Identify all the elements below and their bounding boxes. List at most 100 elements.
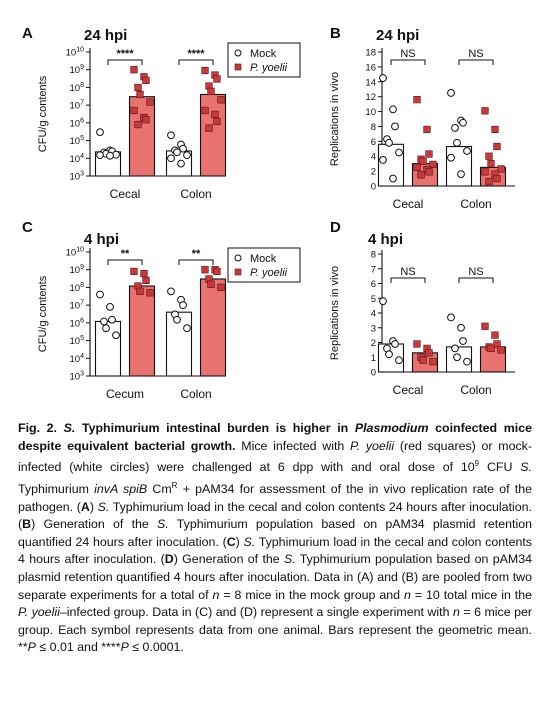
data-point <box>457 170 465 178</box>
data-point <box>106 302 114 311</box>
y-tick-label: 1010 <box>66 247 84 259</box>
caption-fig-label: Fig. 2. <box>18 421 57 435</box>
data-point <box>108 315 116 324</box>
data-point <box>425 349 433 357</box>
x-category-label: Colon <box>180 387 211 401</box>
data-point <box>130 106 138 115</box>
y-tick-label: 8 <box>371 250 376 261</box>
data-point <box>134 120 142 129</box>
data-point <box>453 353 461 362</box>
x-category-label: Colon <box>460 197 491 211</box>
data-point <box>451 344 459 353</box>
significance-bracket <box>178 259 214 265</box>
y-tick-label: 6 <box>371 137 376 148</box>
data-point <box>395 148 403 157</box>
data-point <box>447 313 455 322</box>
y-tick-label: 4 <box>371 309 376 320</box>
data-point <box>205 124 213 132</box>
data-point <box>389 105 397 114</box>
y-tick-label: 4 <box>371 152 376 163</box>
figure-caption: Fig. 2. S. Typhimurium intestinal burden… <box>18 420 532 657</box>
y-tick-label: 14 <box>365 77 376 88</box>
y-tick-label: 1 <box>371 353 376 364</box>
x-category-label: Colon <box>180 187 211 201</box>
data-point <box>112 331 120 340</box>
bar <box>128 285 156 377</box>
data-point <box>429 160 437 169</box>
significance-bracket <box>107 59 143 65</box>
data-point <box>130 66 138 74</box>
data-point <box>213 117 221 126</box>
panel-letter: B <box>330 25 341 42</box>
legend-label-pyoelii: P. yoelii <box>250 62 288 74</box>
data-point <box>130 267 138 276</box>
data-point <box>167 154 175 163</box>
data-point <box>447 89 455 97</box>
significance-bracket <box>178 59 214 65</box>
panel-letter: D <box>330 219 341 236</box>
data-point <box>493 340 501 348</box>
data-point <box>179 301 187 310</box>
y-tick-label: 2 <box>371 167 376 178</box>
data-point <box>459 337 467 345</box>
data-point <box>379 74 387 82</box>
legend-marker-mock <box>234 49 242 57</box>
significance-bracket <box>390 277 426 283</box>
y-tick-label: 0 <box>371 368 376 379</box>
data-point <box>497 165 505 173</box>
data-point <box>217 283 225 292</box>
y-tick-label: 108 <box>70 282 85 294</box>
data-point <box>183 324 191 333</box>
significance-bracket <box>458 59 494 65</box>
data-point <box>395 356 403 365</box>
significance-label: **** <box>187 48 205 60</box>
data-point <box>457 323 465 332</box>
legend-marker-pyoelii <box>234 63 242 71</box>
panel-b: B 24 hpi Replications in vivo 0 2 4 6 8 10 12 14 16… <box>329 25 515 211</box>
panel-title: 24 hpi <box>84 27 127 44</box>
significance-bracket <box>458 277 494 283</box>
data-point <box>429 358 437 366</box>
data-point <box>177 159 185 168</box>
y-tick-label: 106 <box>70 117 85 129</box>
panel-a: A 24 hpi CFU/g contents 103 104 105 106 107 108 1… <box>22 25 301 201</box>
panel-title: 24 hpi <box>376 27 419 44</box>
data-point <box>379 156 387 164</box>
data-point <box>207 280 215 288</box>
bar <box>199 93 227 177</box>
significance-label: **** <box>116 48 134 60</box>
data-point <box>487 344 495 353</box>
data-point <box>485 152 493 160</box>
data-point <box>379 297 387 306</box>
data-point <box>100 317 108 326</box>
legend-box <box>227 247 301 283</box>
legend-marker-pyoelii <box>234 268 242 276</box>
panel-title: 4 hpi <box>84 231 119 248</box>
legend-label-mock: Mock <box>250 253 277 265</box>
legend-label-mock: Mock <box>250 48 277 60</box>
data-point <box>173 148 181 157</box>
data-point <box>142 76 150 84</box>
legend-label-pyoelii: P. yoelii <box>250 267 288 279</box>
data-point <box>493 174 501 183</box>
x-category-label: Cecal <box>393 383 424 397</box>
y-tick-label: 8 <box>371 122 376 133</box>
data-point <box>96 151 104 160</box>
panel-letter: A <box>22 25 33 42</box>
data-point <box>134 83 142 92</box>
significance-label: NS <box>468 266 483 278</box>
data-point <box>179 144 187 153</box>
x-category-label: Colon <box>460 383 491 397</box>
y-tick-label: 105 <box>70 135 85 147</box>
data-point <box>213 267 221 276</box>
data-point <box>201 66 209 75</box>
y-axis-label: CFU/g contents <box>37 275 49 352</box>
y-tick-label: 3 <box>371 323 376 334</box>
significance-label: NS <box>400 48 415 60</box>
data-point <box>385 138 393 147</box>
data-point <box>423 125 431 134</box>
x-category-label: Cecal <box>110 187 141 201</box>
data-point <box>142 116 150 124</box>
data-point <box>96 128 104 137</box>
